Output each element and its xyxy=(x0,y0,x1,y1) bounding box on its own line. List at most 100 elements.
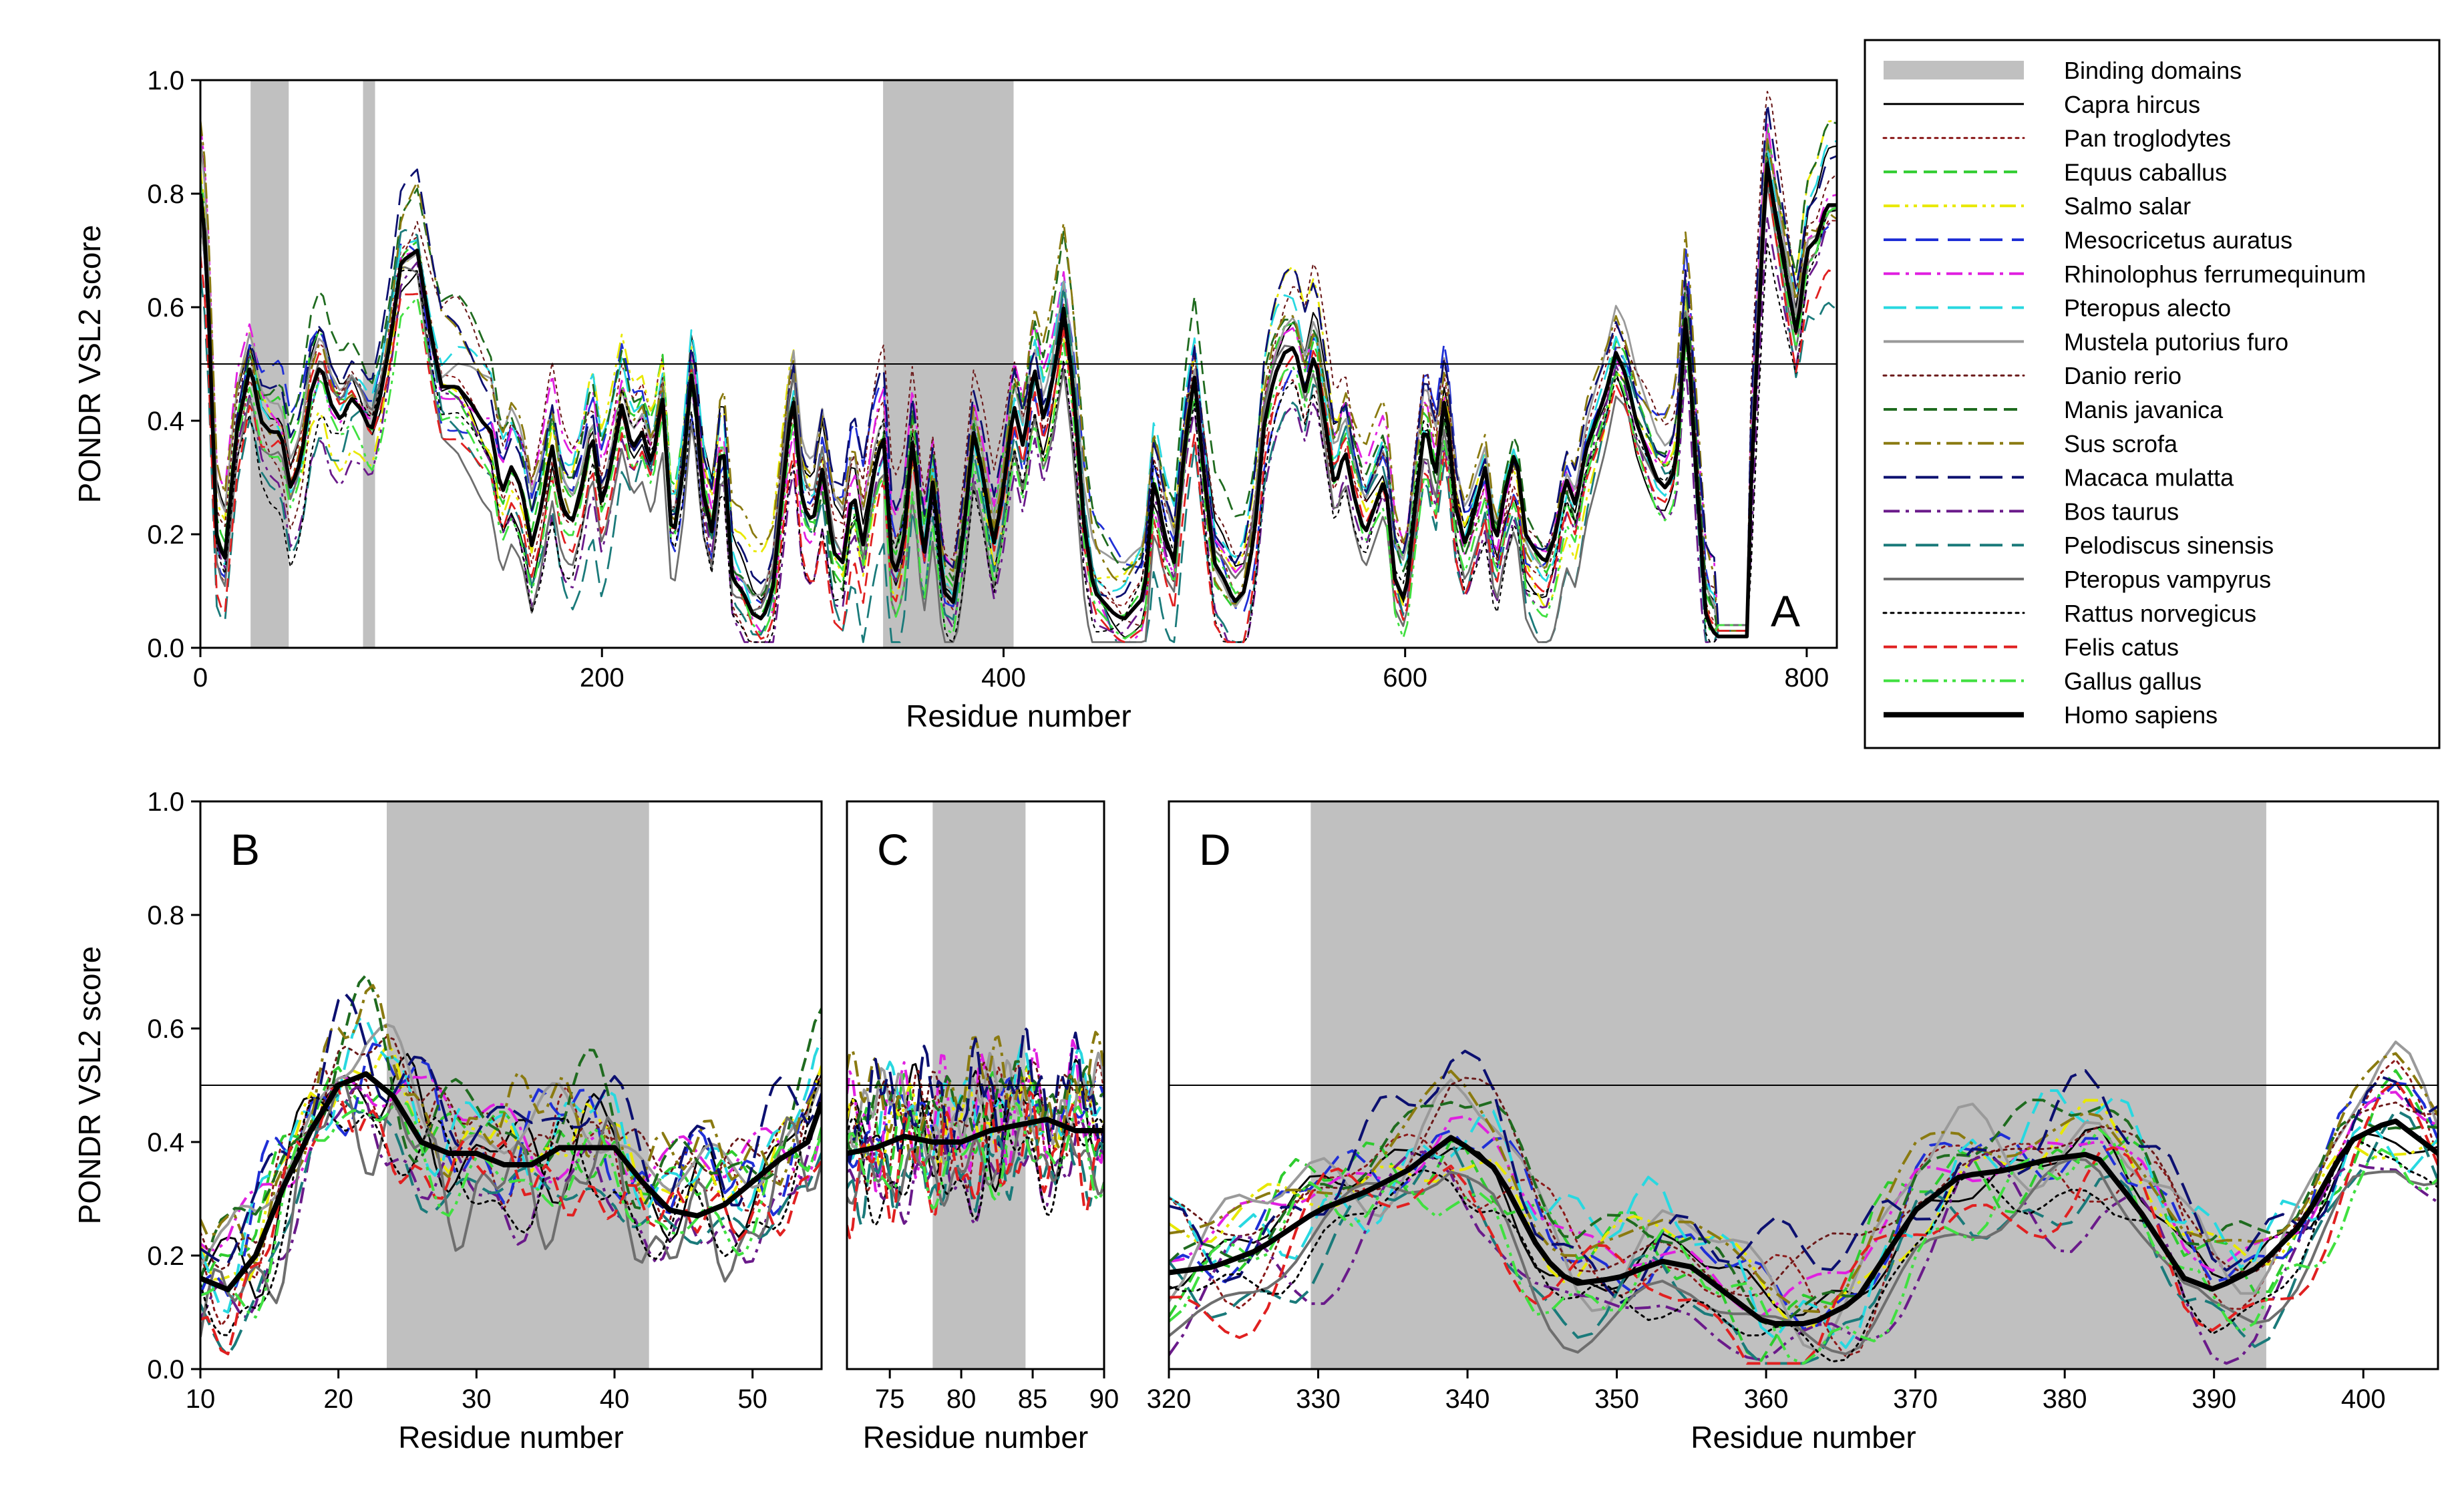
series-line xyxy=(847,1060,1104,1161)
series-group xyxy=(200,973,822,1356)
y-tick-label: 0.6 xyxy=(147,1014,184,1044)
series-group xyxy=(1169,1041,2438,1365)
series-line xyxy=(200,90,1837,626)
y-tick-label: 0.4 xyxy=(147,407,184,436)
y-tick-label: 1.0 xyxy=(147,66,184,96)
x-tick-label: 50 xyxy=(737,1384,767,1414)
series-line xyxy=(1169,1128,2438,1365)
series-line xyxy=(1169,1069,2438,1362)
x-tick-label: 80 xyxy=(946,1384,977,1414)
series-line xyxy=(200,182,1837,643)
x-tick-label: 40 xyxy=(600,1384,630,1414)
series-line xyxy=(1169,1098,2438,1329)
legend-label: Capra hircus xyxy=(2064,91,2200,118)
y-axis-label: PONDR VSL2 score xyxy=(72,946,107,1225)
legend-label: Gallus gallus xyxy=(2064,667,2202,695)
y-tick-label: 0.2 xyxy=(147,1242,184,1271)
series-line xyxy=(200,1066,822,1292)
y-tick-label: 0.8 xyxy=(147,180,184,209)
panel-label: A xyxy=(1771,586,1800,636)
legend-label: Pteropus vampyrus xyxy=(2064,566,2271,593)
series-line xyxy=(1169,1137,2438,1363)
legend-label: Rhinolophus ferrumequinum xyxy=(2064,260,2366,288)
legend-label: Macaca mulatta xyxy=(2064,464,2234,492)
y-tick-label: 0.6 xyxy=(147,293,184,323)
panel-label: B xyxy=(230,825,260,874)
x-tick-label: 370 xyxy=(1893,1384,1938,1414)
series-line xyxy=(847,1097,1104,1226)
series-line xyxy=(200,121,1837,643)
series-line xyxy=(1169,1089,2438,1349)
plot-frame xyxy=(1168,800,2439,1370)
y-axis-label: PONDR VSL2 score xyxy=(72,225,107,504)
legend-label: Rattus norvegicus xyxy=(2064,600,2256,627)
legend-label: Pelodiscus sinensis xyxy=(2064,532,2274,559)
x-tick-label: 340 xyxy=(1445,1384,1490,1414)
x-tick-label: 400 xyxy=(2341,1384,2386,1414)
legend-label: Binding domains xyxy=(2064,57,2242,84)
series-line xyxy=(1169,1052,2438,1313)
legend-label: Mesocricetus auratus xyxy=(2064,226,2292,254)
series-line xyxy=(200,984,822,1266)
series-line xyxy=(1169,1091,2438,1318)
plot-frame xyxy=(199,79,1838,649)
series-line xyxy=(200,1093,822,1356)
y-tick-label: 0.0 xyxy=(147,1355,184,1384)
plot-frame xyxy=(199,800,823,1370)
x-tick-label: 330 xyxy=(1296,1384,1341,1414)
series-line xyxy=(200,168,1837,640)
x-axis-label: Residue number xyxy=(398,1420,624,1455)
panel-label: C xyxy=(877,825,909,874)
series-line xyxy=(200,1023,822,1267)
x-tick-label: 20 xyxy=(323,1384,353,1414)
x-tick-label: 200 xyxy=(580,663,625,693)
series-line xyxy=(200,162,1837,638)
series-line xyxy=(200,176,1837,643)
y-tick-label: 0.2 xyxy=(147,520,184,550)
x-tick-label: 85 xyxy=(1018,1384,1048,1414)
x-tick-label: 350 xyxy=(1594,1384,1639,1414)
series-line xyxy=(200,102,1837,626)
series-line xyxy=(1169,1077,2438,1298)
x-tick-label: 90 xyxy=(1089,1384,1119,1414)
x-axis-label: Residue number xyxy=(1691,1420,1916,1455)
series-group xyxy=(200,90,1837,643)
x-tick-label: 400 xyxy=(981,663,1026,693)
series-line xyxy=(200,1075,822,1252)
series-line xyxy=(847,1026,1104,1163)
series-line xyxy=(200,992,822,1265)
legend: Binding domains Capra hircus Pan troglodyt… xyxy=(1864,39,2441,749)
panel-a: 0 200 400 600 800 0.0 0.2 0.4 0.6 0.8 1.0 Residue n… xyxy=(72,66,1838,733)
series-line xyxy=(1169,1049,2438,1304)
x-tick-label: 0 xyxy=(193,663,208,693)
series-line xyxy=(1169,1118,2438,1326)
plot-frame xyxy=(846,800,1105,1370)
series-line xyxy=(200,1073,822,1336)
series-line xyxy=(200,1044,822,1282)
series-line xyxy=(200,122,1837,638)
x-axis-label: Residue number xyxy=(906,699,1131,733)
x-tick-label: 30 xyxy=(462,1384,492,1414)
series-group xyxy=(847,1026,1104,1240)
x-tick-label: 600 xyxy=(1383,663,1427,693)
panel-d: 320 330 340 350 360 370 380 390 400 Residue numbe… xyxy=(1147,800,2439,1455)
series-line xyxy=(200,1099,822,1319)
legend-label: Manis javanica xyxy=(2064,396,2224,423)
x-tick-label: 360 xyxy=(1744,1384,1789,1414)
series-line xyxy=(200,1071,822,1292)
legend-label: Sus scrofa xyxy=(2064,430,2178,457)
series-line xyxy=(200,1016,822,1314)
legend-label: Pan troglodytes xyxy=(2064,125,2231,152)
series-line xyxy=(1169,1099,2438,1332)
series-line xyxy=(200,199,1837,643)
x-tick-label: 800 xyxy=(1785,663,1829,693)
series-line xyxy=(847,1060,1104,1151)
series-line xyxy=(847,1043,1104,1175)
series-line xyxy=(847,1091,1104,1240)
x-tick-label: 10 xyxy=(186,1384,216,1414)
series-line xyxy=(1169,1041,2438,1352)
x-tick-label: 390 xyxy=(2192,1384,2236,1414)
x-tick-label: 75 xyxy=(875,1384,905,1414)
legend-label: Homo sapiens xyxy=(2064,701,2218,729)
